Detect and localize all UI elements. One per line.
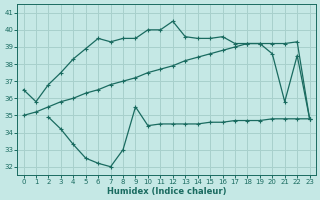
X-axis label: Humidex (Indice chaleur): Humidex (Indice chaleur)	[107, 187, 226, 196]
